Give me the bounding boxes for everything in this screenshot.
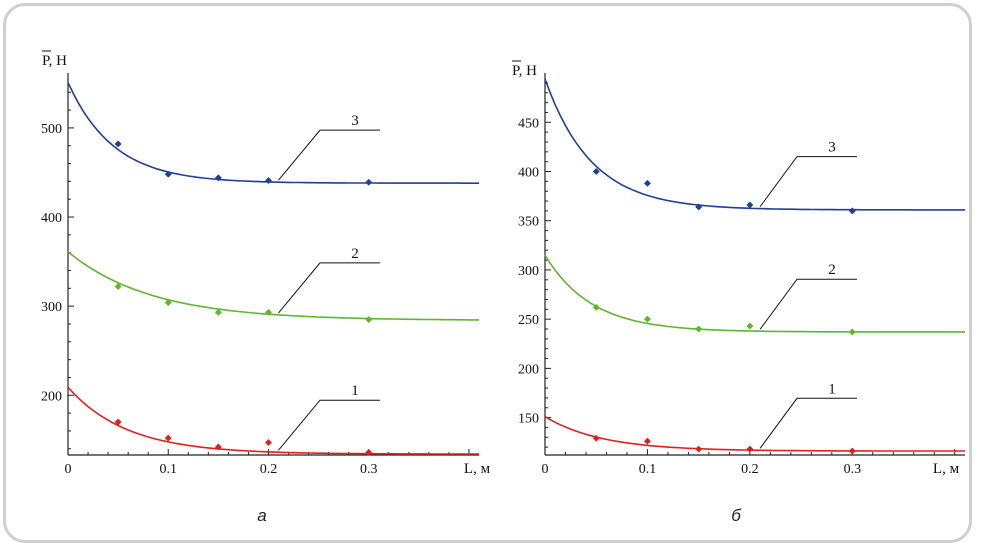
series-1-point (114, 418, 122, 426)
series-1-label: 1 (828, 381, 836, 397)
series-3-curve (544, 78, 965, 211)
x-tick-label: 0.2 (260, 462, 278, 477)
series-2-point (695, 325, 703, 333)
series-1-point (643, 437, 651, 445)
series-3-curve (67, 82, 479, 184)
series-2-point (164, 299, 172, 307)
series-1-label: 1 (351, 383, 359, 399)
chart-panel-b: 150 200 250 300 350 400 450 0 0.1 0.2 0.3 P, Н L, м 1… (512, 60, 965, 525)
series-1-curve (67, 386, 479, 455)
series-2-leader (278, 262, 380, 314)
x-tick-label: 0.2 (741, 462, 759, 477)
y-tick-label: 300 (41, 300, 62, 315)
series-2-point (848, 328, 856, 336)
figure-frame (3, 3, 972, 543)
series-1-leader (759, 397, 857, 449)
series-1-point (695, 445, 703, 453)
series-2-point (592, 303, 600, 311)
series-2-point (746, 322, 754, 330)
x-tick-label: 0 (542, 462, 549, 477)
series-1-leader (278, 399, 380, 451)
y-tick-label: 200 (41, 389, 62, 404)
series-2-point (365, 315, 373, 324)
series-1-point (365, 448, 373, 456)
series-1-point (746, 445, 754, 453)
y-tick-label: 300 (518, 264, 539, 279)
x-tick-label: 0.1 (639, 462, 657, 477)
series-3-point (214, 174, 222, 182)
series-3-point (746, 201, 754, 209)
x-tick-label: 0.1 (159, 462, 177, 477)
series-2-point (264, 308, 273, 316)
panel-caption: а (257, 506, 266, 525)
x-axis-label: L, м (933, 461, 960, 477)
x-tick-label: 0.3 (844, 462, 862, 477)
series-3-point (643, 179, 651, 187)
series-1-point (592, 434, 600, 442)
series-2-label: 2 (351, 246, 359, 262)
y-tick-label: 150 (518, 412, 539, 427)
series-3-point (164, 170, 172, 178)
series-2-point (643, 315, 651, 323)
series-3-label: 3 (351, 113, 359, 129)
y-tick-label: 400 (41, 211, 62, 226)
series-2-curve (544, 254, 965, 333)
series-1-point (214, 443, 222, 451)
series-2-label: 2 (828, 262, 836, 278)
y-axis-label: P, Н (42, 53, 67, 69)
series-3-label: 3 (828, 140, 836, 156)
panel-caption: б (731, 506, 742, 525)
series-3-leader (278, 129, 380, 181)
y-tick-label: 250 (518, 313, 539, 328)
y-tick-label: 450 (518, 116, 539, 131)
series-3-point (592, 167, 600, 176)
series-2-curve (67, 251, 479, 321)
series-3-point (695, 203, 703, 211)
x-tick-label: 0.3 (360, 462, 378, 477)
series-3-leader (759, 156, 857, 207)
y-tick-label: 500 (41, 122, 62, 137)
y-tick-label: 350 (518, 215, 539, 230)
series-1-point (264, 438, 273, 447)
series-3-point (114, 140, 122, 148)
series-3-point (264, 176, 273, 185)
series-2-point (114, 282, 122, 291)
x-axis-label: L, м (464, 461, 491, 477)
series-3-point (848, 207, 856, 215)
series-1-point (848, 447, 856, 455)
x-tick-label: 0 (65, 462, 72, 477)
y-axis-label: P, Н (512, 63, 537, 79)
series-1-curve (544, 415, 965, 452)
chart-panel-a: 200 300 400 500 0 0.1 0.2 0.3 P, Н L, м 1 2 3 а (41, 50, 491, 525)
series-1-point (164, 434, 172, 442)
series-2-leader (759, 278, 857, 330)
y-tick-label: 200 (518, 362, 539, 377)
y-tick-label: 400 (518, 166, 539, 181)
series-3-point (365, 178, 373, 186)
series-2-point (214, 308, 222, 316)
